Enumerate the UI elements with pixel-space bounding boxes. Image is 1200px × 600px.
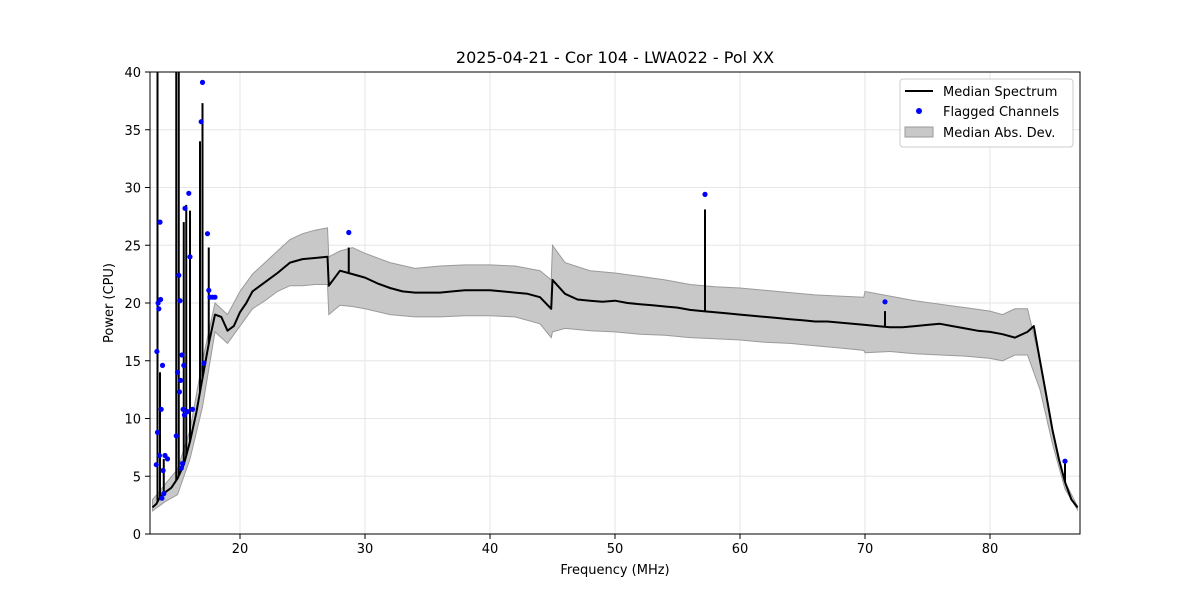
flagged-channel-point bbox=[187, 254, 193, 260]
mad-band-layer bbox=[152, 227, 1078, 512]
legend-label-median-abs-dev: Median Abs. Dev. bbox=[943, 126, 1055, 141]
flagged-channel-point bbox=[156, 452, 162, 459]
flagged-channels-layer bbox=[153, 79, 1068, 501]
legend-label-flagged-channels: Flagged Channels bbox=[943, 105, 1059, 120]
flagged-channel-point bbox=[164, 456, 171, 462]
flagged-channel-point bbox=[882, 299, 888, 305]
flagged-channel-point bbox=[177, 298, 183, 304]
x-tick-label: 40 bbox=[482, 542, 499, 557]
x-axis-label: Frequency (MHz) bbox=[560, 563, 669, 578]
flagged-channel-point bbox=[159, 495, 165, 501]
flagged-channel-point bbox=[179, 352, 185, 358]
flagged-channel-point bbox=[176, 389, 182, 395]
y-tick-label: 5 bbox=[133, 470, 141, 485]
flagged-channel-point bbox=[1062, 458, 1068, 464]
x-tick-label: 60 bbox=[732, 542, 749, 557]
x-tick-label: 80 bbox=[982, 542, 999, 557]
y-tick-label: 20 bbox=[124, 297, 141, 312]
y-tick-label: 15 bbox=[124, 355, 141, 370]
flagged-channel-point bbox=[156, 306, 162, 312]
flagged-channel-point bbox=[153, 462, 159, 468]
flagged-channel-point bbox=[184, 409, 191, 415]
flagged-channel-point bbox=[212, 294, 218, 300]
flagged-channel-point bbox=[182, 205, 188, 211]
flagged-channel-point bbox=[181, 412, 187, 418]
x-tick-label: 20 bbox=[232, 542, 249, 557]
flagged-channel-point bbox=[154, 429, 161, 435]
y-tick-label: 10 bbox=[124, 413, 141, 428]
flagged-channel-point bbox=[199, 79, 206, 85]
flagged-channel-point bbox=[206, 287, 212, 293]
legend-marker-swatch bbox=[916, 108, 922, 114]
flagged-channel-point bbox=[158, 296, 164, 303]
y-axis-label: Power (CPU) bbox=[102, 263, 117, 343]
flagged-channel-point bbox=[346, 229, 352, 236]
flagged-channel-point bbox=[702, 191, 708, 197]
flagged-channel-point bbox=[201, 360, 207, 366]
flagged-channel-point bbox=[161, 491, 167, 497]
legend-label-median-spectrum: Median Spectrum bbox=[943, 85, 1057, 100]
flagged-channel-point bbox=[198, 119, 204, 125]
chart-title: 2025-04-21 - Cor 104 - LWA022 - Pol XX bbox=[456, 48, 774, 67]
legend-box bbox=[899, 78, 1074, 148]
flagged-channel-point bbox=[159, 362, 166, 368]
x-tick-label: 50 bbox=[607, 542, 624, 557]
x-tick-label: 30 bbox=[357, 542, 374, 557]
flagged-channel-point bbox=[189, 406, 196, 412]
flagged-channel-point bbox=[186, 190, 192, 196]
y-tick-label: 25 bbox=[124, 239, 141, 254]
y-tick-label: 35 bbox=[124, 124, 141, 139]
flagged-channel-point bbox=[176, 272, 182, 278]
median-spectrum-layer bbox=[151, 255, 1079, 509]
flagged-channel-point bbox=[160, 467, 166, 474]
y-tick-label: 30 bbox=[124, 182, 141, 197]
flagged-channel-point bbox=[158, 406, 164, 412]
flagged-channel-point bbox=[204, 231, 211, 237]
axis-ticks: 20 30 40 50 60 70 80 0 5 10 15 20 25 30 35 40 bbox=[124, 66, 998, 557]
flagged-channel-point bbox=[178, 377, 184, 383]
flagged-channel-point bbox=[179, 460, 186, 467]
flagged-channel-point bbox=[157, 219, 163, 225]
y-tick-label: 0 bbox=[133, 528, 141, 543]
x-tick-label: 70 bbox=[857, 542, 874, 557]
flagged-channel-point bbox=[174, 369, 181, 375]
legend-patch-swatch bbox=[904, 126, 934, 138]
flagged-channel-point bbox=[154, 348, 160, 355]
y-tick-label: 40 bbox=[124, 66, 141, 81]
flagged-channel-point bbox=[180, 406, 186, 412]
flagged-channel-point bbox=[173, 433, 179, 439]
flagged-channel-point bbox=[181, 362, 187, 368]
median-spectrum-line bbox=[151, 255, 1079, 509]
mad-band bbox=[152, 227, 1078, 512]
flagged-channel-point bbox=[178, 465, 184, 471]
legend: Median Spectrum Flagged Channels Median … bbox=[899, 78, 1074, 148]
